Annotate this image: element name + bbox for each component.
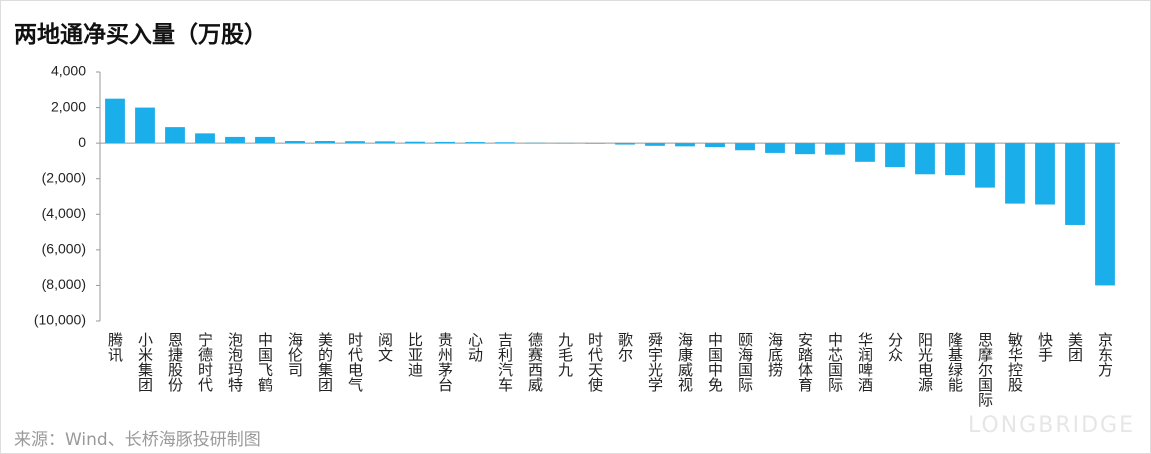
bar bbox=[375, 141, 395, 144]
x-tick-label: 泡泡玛特 bbox=[226, 332, 244, 392]
x-tick-label: 华润啤酒 bbox=[856, 332, 874, 392]
y-tick-label: (8,000) bbox=[42, 276, 86, 292]
source-note: 来源：Wind、长桥海豚投研制图 bbox=[14, 430, 261, 450]
bar bbox=[945, 143, 965, 176]
x-tick-label: 贵州茅台 bbox=[436, 332, 454, 392]
bar bbox=[165, 127, 185, 144]
bar bbox=[405, 141, 425, 144]
bar bbox=[645, 143, 665, 146]
bar bbox=[735, 143, 755, 151]
bar bbox=[315, 141, 335, 144]
x-tick-label: 阅文 bbox=[376, 332, 394, 362]
x-tick-label: 宁德时代 bbox=[196, 332, 214, 393]
x-tick-label: 京东方 bbox=[1096, 332, 1114, 378]
x-tick-label: 吉利汽车 bbox=[496, 332, 514, 392]
x-tick-label: 德赛西威 bbox=[526, 331, 544, 393]
bar bbox=[1005, 143, 1025, 204]
x-tick-label: 九毛九 bbox=[556, 332, 574, 378]
bar bbox=[135, 107, 155, 144]
x-tick-label: 恩捷股份 bbox=[166, 332, 184, 393]
y-tick-label: (2,000) bbox=[42, 169, 86, 185]
x-tick-label: 时代天使 bbox=[586, 332, 604, 392]
bar bbox=[975, 143, 995, 188]
x-tick-label: 隆基绿能 bbox=[946, 332, 964, 393]
bar bbox=[765, 143, 785, 153]
y-tick-label: (6,000) bbox=[42, 241, 86, 257]
bar bbox=[525, 142, 545, 144]
bar bbox=[855, 143, 875, 162]
bar bbox=[705, 143, 725, 148]
bar bbox=[195, 133, 215, 144]
y-tick-label: 0 bbox=[78, 134, 86, 150]
bar bbox=[105, 98, 125, 144]
bar bbox=[255, 136, 275, 144]
bar bbox=[795, 143, 815, 155]
x-tick-label: 颐海国际 bbox=[736, 332, 754, 393]
y-tick-label: (10,000) bbox=[34, 312, 86, 328]
bar bbox=[225, 136, 245, 144]
x-tick-label: 美的集团 bbox=[316, 332, 334, 392]
x-tick-label: 歌尔 bbox=[616, 332, 634, 362]
x-tick-label: 思摩尔国际 bbox=[976, 332, 994, 408]
x-tick-label: 分众 bbox=[886, 332, 904, 362]
bar bbox=[1065, 143, 1085, 225]
watermark: LONGBRIDGE bbox=[968, 413, 1135, 438]
x-tick-label: 敏华控股 bbox=[1006, 332, 1024, 393]
x-tick-label: 美团 bbox=[1066, 332, 1084, 362]
bar bbox=[615, 143, 635, 145]
bar bbox=[915, 143, 935, 175]
x-tick-label: 中国中免 bbox=[706, 332, 724, 392]
bar bbox=[885, 143, 905, 168]
x-tick-label: 时代电气 bbox=[346, 332, 364, 392]
y-tick-label: (4,000) bbox=[42, 205, 86, 221]
x-tick-label: 海伦司 bbox=[286, 332, 304, 377]
x-tick-label: 比亚迪 bbox=[406, 332, 424, 378]
x-tick-label: 中芯国际 bbox=[826, 332, 844, 393]
x-tick-label: 海底捞 bbox=[766, 332, 784, 378]
chart-title: 两地通净买入量（万股） bbox=[14, 21, 267, 48]
y-tick-label: 4,000 bbox=[51, 63, 86, 79]
x-tick-label: 安踏体育 bbox=[796, 332, 814, 392]
bar bbox=[465, 142, 485, 144]
bar bbox=[495, 142, 515, 144]
y-tick-label: 2,000 bbox=[51, 98, 86, 114]
bar bbox=[345, 141, 365, 144]
bar bbox=[825, 143, 845, 155]
x-tick-label: 舜宇光学 bbox=[646, 332, 664, 392]
x-tick-label: 心动 bbox=[466, 332, 484, 363]
bar bbox=[1035, 143, 1055, 205]
x-tick-label: 小米集团 bbox=[136, 332, 154, 392]
bar bbox=[285, 141, 305, 144]
x-tick-label: 腾讯 bbox=[106, 332, 124, 363]
bar bbox=[435, 141, 455, 144]
bar bbox=[585, 143, 605, 144]
x-tick-label: 快手 bbox=[1036, 332, 1054, 363]
bar bbox=[675, 143, 695, 147]
bar bbox=[1095, 143, 1115, 286]
x-tick-label: 阳光电源 bbox=[916, 332, 934, 392]
x-tick-label: 海康威视 bbox=[676, 332, 694, 393]
x-tick-label: 中国飞鹤 bbox=[256, 332, 274, 392]
bar bbox=[555, 142, 575, 144]
